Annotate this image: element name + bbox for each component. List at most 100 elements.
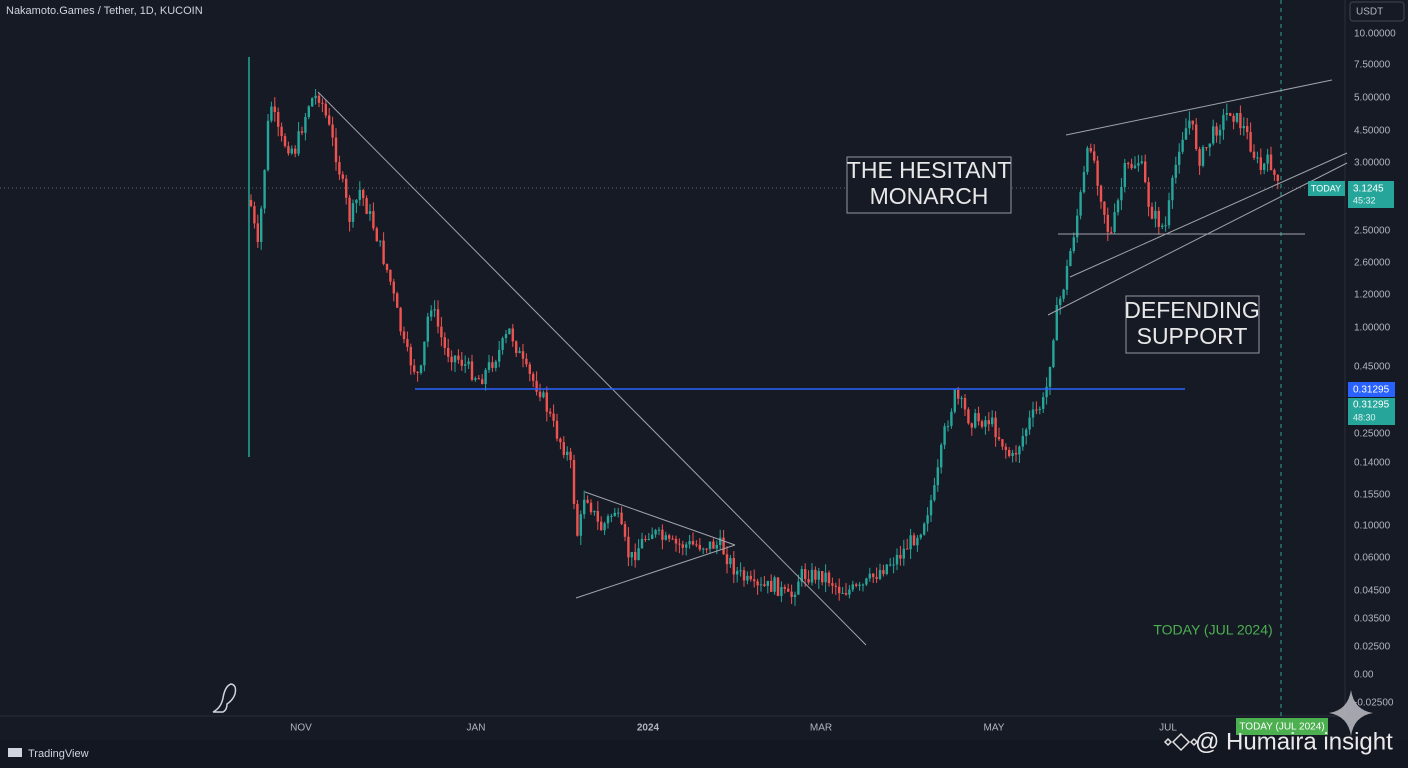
candle-body	[974, 413, 977, 428]
tv-logo	[8, 748, 22, 757]
trendline	[317, 91, 867, 646]
candle-body	[994, 417, 997, 438]
candle-body	[739, 570, 742, 572]
candle-body	[559, 438, 562, 443]
countdown: 45:32	[1353, 195, 1376, 205]
candle-body	[1188, 120, 1191, 129]
price-label: 1.20000	[1354, 290, 1391, 301]
candle-body	[297, 131, 300, 154]
candle-body	[515, 341, 518, 353]
candle-body	[657, 529, 661, 531]
candle-body	[729, 557, 732, 565]
candle-body	[1069, 251, 1072, 266]
candle-body	[950, 411, 953, 426]
candle-body	[1273, 170, 1276, 175]
candle-body	[1218, 129, 1222, 136]
candle-body	[892, 564, 895, 566]
candle-body	[1167, 200, 1171, 226]
candle-body	[1120, 187, 1123, 201]
candle-body	[848, 589, 851, 595]
candle-body	[569, 451, 572, 460]
candle-body	[460, 359, 463, 366]
candle-body	[617, 512, 620, 514]
candle-body	[1184, 128, 1188, 140]
candle-body	[912, 535, 916, 546]
candle-body	[749, 575, 752, 580]
price-label: 0.25000	[1354, 429, 1391, 440]
currency[interactable]: USDT	[1356, 7, 1383, 18]
candle-body	[1150, 206, 1154, 219]
candle-body	[396, 293, 399, 308]
candle-body	[280, 126, 283, 137]
countdown: 48:30	[1353, 412, 1376, 422]
candle-body	[834, 585, 837, 587]
candle-body	[963, 398, 967, 410]
candle-body	[858, 584, 861, 586]
candle-body	[1191, 120, 1194, 125]
candle-body	[256, 223, 259, 243]
candle-body	[549, 411, 552, 414]
candle-body	[379, 240, 382, 242]
candle-body	[358, 189, 361, 200]
candle-body	[855, 584, 858, 586]
candle-body	[1276, 174, 1279, 181]
candle-body	[300, 131, 304, 133]
candle-body	[1038, 408, 1041, 410]
candle-body	[464, 364, 467, 366]
candle-body	[933, 485, 936, 501]
candle-body	[416, 371, 419, 373]
candle-body	[535, 380, 538, 392]
candle-body	[593, 510, 596, 513]
candle-body	[362, 189, 365, 199]
candle-body	[474, 378, 477, 380]
candle-body	[1178, 151, 1181, 165]
candle-body	[260, 208, 263, 243]
annotation: DEFENDING	[1124, 297, 1259, 323]
candle-body	[804, 569, 807, 580]
candle-body	[715, 544, 718, 549]
candle-body	[311, 98, 314, 107]
badge	[1348, 181, 1394, 208]
candle-body	[457, 355, 460, 360]
candle-body	[1113, 212, 1116, 232]
candle-body	[365, 198, 368, 214]
candle-body	[413, 365, 416, 372]
candle-body	[406, 339, 409, 347]
price-label: 0.04500	[1354, 586, 1391, 597]
currency-box[interactable]	[1349, 1, 1405, 22]
candle-body	[1004, 446, 1007, 451]
candle-body	[1208, 143, 1211, 148]
candle-body	[1269, 154, 1273, 171]
candle-body	[1171, 177, 1174, 201]
candle-body	[1249, 132, 1252, 152]
candle-body	[1116, 200, 1120, 213]
candle-body	[501, 338, 504, 350]
candle-body	[1110, 231, 1113, 233]
candle-body	[1259, 157, 1262, 170]
candle-body	[838, 586, 841, 594]
candle-body	[498, 349, 501, 362]
candle-body	[576, 503, 579, 536]
candle-body	[824, 572, 827, 583]
candle-body	[1082, 172, 1086, 193]
candle-body	[266, 120, 270, 171]
candle-body	[722, 537, 725, 555]
candle-body	[1239, 113, 1242, 129]
candle-body	[328, 115, 331, 125]
time-label: MAR	[810, 723, 832, 734]
price-label: 1.00000	[1354, 323, 1391, 334]
candle-body	[1130, 163, 1133, 169]
price-label: 0.10000	[1354, 521, 1391, 532]
candle-body	[980, 421, 984, 427]
candle-body	[1133, 165, 1137, 169]
candle-body	[688, 541, 691, 545]
candle-body	[419, 365, 423, 373]
price-axis: 10.00000 7.50000 5.00000 4.50000 3.00000 2.50…	[1354, 29, 1396, 709]
candle-body	[1266, 154, 1269, 164]
candle-body	[926, 515, 929, 524]
candle-body	[1198, 149, 1201, 166]
candle-body	[919, 534, 922, 538]
price-label: 2.60000	[1354, 258, 1391, 269]
